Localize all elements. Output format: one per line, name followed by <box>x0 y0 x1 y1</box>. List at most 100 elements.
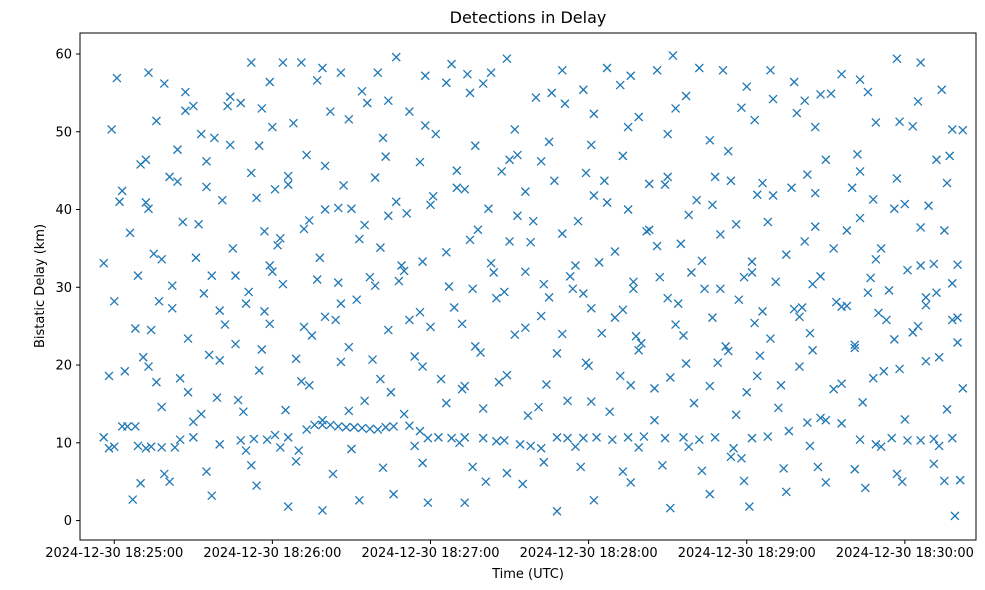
data-point <box>220 320 230 330</box>
data-point <box>452 183 462 193</box>
data-point <box>489 268 499 277</box>
data-point <box>183 334 193 344</box>
data-point <box>816 89 825 99</box>
data-point <box>375 374 385 384</box>
data-point <box>331 315 341 325</box>
data-point <box>858 397 868 407</box>
data-point <box>502 370 512 380</box>
data-point <box>196 129 206 139</box>
data-point <box>945 151 955 161</box>
data-point <box>892 469 902 479</box>
data-point <box>615 80 625 90</box>
data-point <box>631 331 641 341</box>
data-point <box>133 271 143 281</box>
data-point <box>628 284 638 294</box>
data-point <box>212 393 222 403</box>
data-point <box>794 312 804 322</box>
data-point <box>191 253 201 263</box>
data-point <box>510 330 520 340</box>
data-point <box>215 439 225 449</box>
data-point <box>520 267 530 277</box>
x-tick-label: 2024-12-30 18:25:00 <box>45 546 183 561</box>
data-point <box>370 173 380 183</box>
data-point <box>855 166 865 176</box>
data-point <box>623 432 633 442</box>
data-point <box>805 328 815 338</box>
data-point <box>447 59 457 69</box>
data-point <box>141 155 151 165</box>
data-point <box>663 172 673 182</box>
data-point <box>889 204 899 214</box>
data-point <box>344 342 354 352</box>
data-point <box>418 257 428 267</box>
data-point <box>410 352 420 361</box>
data-point <box>304 380 314 390</box>
data-point <box>929 434 939 444</box>
data-point <box>125 228 135 238</box>
data-point <box>794 362 804 372</box>
data-point <box>389 422 399 431</box>
data-point <box>652 65 662 75</box>
data-point <box>336 299 346 309</box>
data-point <box>942 404 952 414</box>
data-point <box>700 284 710 294</box>
y-tick-label: 60 <box>55 47 72 62</box>
data-point <box>465 88 475 98</box>
data-point <box>291 354 301 364</box>
data-point <box>299 224 309 234</box>
data-point <box>441 247 451 257</box>
data-point <box>866 273 876 283</box>
data-point <box>325 420 335 430</box>
data-point <box>260 226 269 236</box>
y-tick-label: 0 <box>64 514 72 529</box>
data-point <box>744 502 754 512</box>
data-point <box>468 462 478 472</box>
data-point <box>671 320 681 330</box>
data-point <box>947 315 957 325</box>
data-point <box>908 327 918 337</box>
data-point <box>573 216 583 226</box>
data-point <box>586 140 596 150</box>
data-point <box>512 211 522 221</box>
x-axis-ticks: 2024-12-30 18:25:00 2024-12-30 18:26:00 20… <box>45 540 974 561</box>
data-point <box>375 243 385 253</box>
data-point <box>436 374 446 384</box>
data-point <box>141 198 151 207</box>
x-tick-label: 2024-12-30 18:29:00 <box>678 546 816 561</box>
data-point <box>260 306 269 316</box>
data-point <box>821 415 831 425</box>
data-point <box>431 129 441 139</box>
data-point <box>457 319 467 329</box>
data-point <box>167 281 177 291</box>
data-point <box>781 250 791 260</box>
data-point <box>634 112 644 122</box>
data-point <box>246 460 256 470</box>
data-point <box>455 438 464 448</box>
data-point <box>165 172 175 182</box>
data-point <box>813 462 823 472</box>
data-point <box>109 442 119 452</box>
x-tick-label: 2024-12-30 18:28:00 <box>520 546 658 561</box>
data-point <box>249 434 259 444</box>
data-point <box>710 432 720 442</box>
data-point <box>821 477 831 487</box>
data-point <box>336 68 346 78</box>
data-point <box>594 257 604 267</box>
data-point <box>188 417 198 427</box>
data-point <box>599 176 609 186</box>
data-point <box>763 432 773 442</box>
data-point <box>942 178 952 188</box>
data-point <box>734 295 744 305</box>
data-point <box>183 387 193 397</box>
data-point <box>502 54 512 64</box>
data-point <box>257 103 267 113</box>
data-point <box>130 324 140 333</box>
data-point <box>713 358 723 368</box>
data-point <box>151 116 161 126</box>
data-point <box>784 426 794 436</box>
data-point <box>739 476 749 486</box>
data-point <box>829 384 839 394</box>
data-point <box>223 101 233 111</box>
data-point <box>167 303 177 313</box>
